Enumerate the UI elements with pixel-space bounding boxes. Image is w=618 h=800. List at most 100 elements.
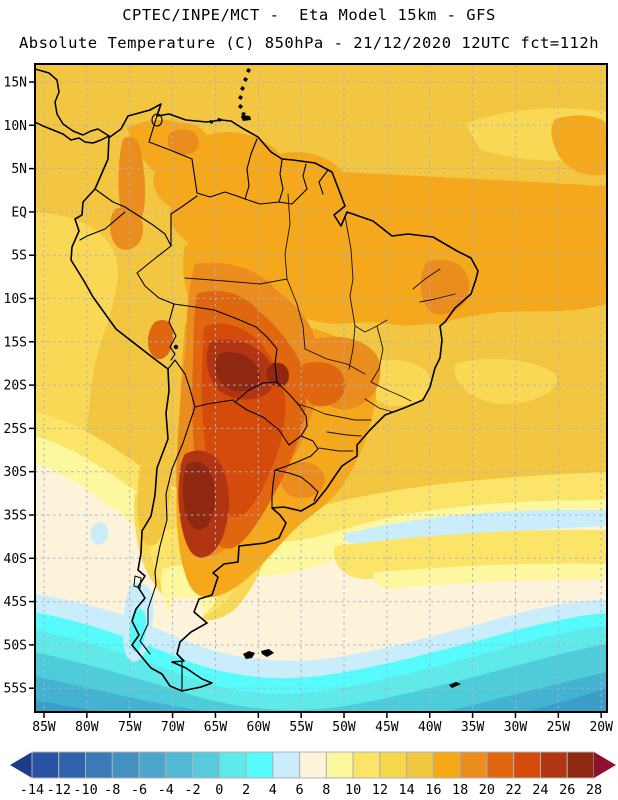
colorbar-label: 4 (269, 782, 277, 798)
colorbar-segment (245, 751, 274, 779)
colorbar-segment (272, 751, 301, 779)
geography-layer (35, 68, 479, 692)
contour-band-6-8 (393, 579, 607, 603)
colorbar-segment (218, 751, 247, 779)
lon-label: 65W (204, 720, 228, 735)
colorbar-right-arrow (593, 752, 616, 778)
colorbar-label: 8 (322, 782, 330, 798)
lat-label: 45S (4, 595, 27, 610)
south-america-coastline (70, 103, 479, 692)
lat-label: 55S (4, 682, 27, 697)
contour-band-m2-0 (35, 644, 607, 712)
colorbar-label: 26 (559, 782, 575, 798)
lon-label: 50W (332, 720, 356, 735)
colorbar-label: -10 (73, 782, 97, 798)
colorbar-segment (299, 751, 327, 779)
contour-band-16-18 (551, 115, 607, 176)
graticule-grid (35, 64, 607, 712)
latitude-axis: 15N 10N 5N EQ 5S 10S 15S 20S 25S 30S 35S 40S 45S 50S 5… (4, 76, 35, 697)
colorbar-segment (432, 751, 461, 779)
colorbar-segment (539, 751, 568, 779)
contour-patch-6-8 (171, 596, 204, 630)
lon-label: 35W (461, 720, 485, 735)
colorbar-label: -2 (184, 782, 200, 798)
temperature-colorbar: -14 -12 -10 -8 -6 -4 -2 0 2 4 6 8 10 12 14 16 18 20 22 24 26… (10, 751, 616, 798)
colorbar-segment (459, 751, 488, 779)
lat-label: 20S (4, 379, 27, 394)
contour-band-20-22 (300, 362, 346, 407)
longitude-axis: 85W 80W 75W 70W 65W 60W 55W 50W 45W 40W 35W 30W 25W 2… (32, 712, 613, 735)
colorbar-label: 16 (425, 782, 441, 798)
lat-label: 10S (4, 292, 27, 307)
lat-label: 5N (11, 162, 27, 177)
contour-band-26-28 (215, 352, 261, 392)
lat-label: 50S (4, 638, 27, 653)
map-title-line1: CPTEC/INPE/MCT - Eta Model 15km - GFS (122, 6, 496, 24)
map-title-line2: Absolute Temperature (C) 850hPa - 21/12/… (18, 34, 600, 52)
contour-band-18-20 (167, 129, 199, 156)
colorbar-label: -8 (104, 782, 120, 798)
colorbar-segment (513, 751, 541, 779)
colorbar-label: -14 (20, 782, 44, 798)
colorbar-label: 18 (452, 782, 468, 798)
lon-label: 20W (589, 720, 613, 735)
colorbar-segment (486, 751, 515, 779)
colorbar-label: -4 (158, 782, 174, 798)
colorbar-label: 10 (345, 782, 361, 798)
contour-speck-4-6 (90, 522, 109, 545)
contour-band-20-22 (147, 320, 174, 360)
lat-label: 35S (4, 509, 27, 524)
colorbar-label: 6 (296, 782, 304, 798)
lon-label: 40W (418, 720, 442, 735)
islands (173, 68, 461, 688)
contour-band-18-20 (110, 207, 143, 250)
colorbar-segment (566, 751, 595, 779)
colorbar-label: 22 (506, 782, 522, 798)
colorbar-segment (58, 751, 87, 779)
colorbar-segment (31, 751, 60, 779)
lake-maracaibo-outline (151, 113, 163, 127)
lat-label: 25S (4, 422, 27, 437)
colorbar-segment (325, 751, 354, 779)
colorbar-segment (138, 751, 167, 779)
lon-label: 70W (161, 720, 185, 735)
lon-label: 75W (118, 720, 142, 735)
contour-band-m4-m2 (35, 676, 211, 712)
colorbar-label: 28 (586, 782, 602, 798)
colorbar-label: -6 (131, 782, 147, 798)
state-borders (184, 193, 456, 452)
lon-label: 85W (32, 720, 56, 735)
central-america-coastline (35, 68, 110, 144)
chiloe-island-outline (133, 575, 142, 589)
colorbar-segment (85, 751, 113, 779)
contour-band-26-28 (182, 461, 215, 530)
lon-label: 80W (75, 720, 99, 735)
colorbar-segment (165, 751, 194, 779)
lat-label: 30S (4, 465, 27, 480)
lon-label: 30W (504, 720, 528, 735)
colorbar-segment (352, 751, 381, 779)
lon-label: 45W (375, 720, 399, 735)
contour-band-m6-m4 (35, 700, 108, 712)
colorbar-label: -12 (47, 782, 71, 798)
colorbar-label: 0 (215, 782, 223, 798)
lat-label: 10N (4, 119, 27, 134)
colorbar-segment (111, 751, 140, 779)
colorbar-label: 2 (242, 782, 250, 798)
colorbar-segment (192, 751, 220, 779)
lon-label: 25W (547, 720, 571, 735)
lat-label: 15S (4, 335, 27, 350)
lon-label: 60W (247, 720, 271, 735)
map-frame (34, 63, 608, 713)
contour-filament-4-6 (344, 509, 607, 545)
colorbar-label: 20 (479, 782, 495, 798)
colorbar-label: 14 (399, 782, 415, 798)
contour-band-m6-m4 (523, 688, 607, 712)
contour-band-12-14 (454, 358, 557, 404)
lon-label: 55W (289, 720, 313, 735)
country-borders (79, 108, 329, 691)
lat-label: EQ (11, 205, 27, 220)
lat-label: 5S (11, 249, 27, 264)
contour-band-12-14 (363, 360, 431, 406)
